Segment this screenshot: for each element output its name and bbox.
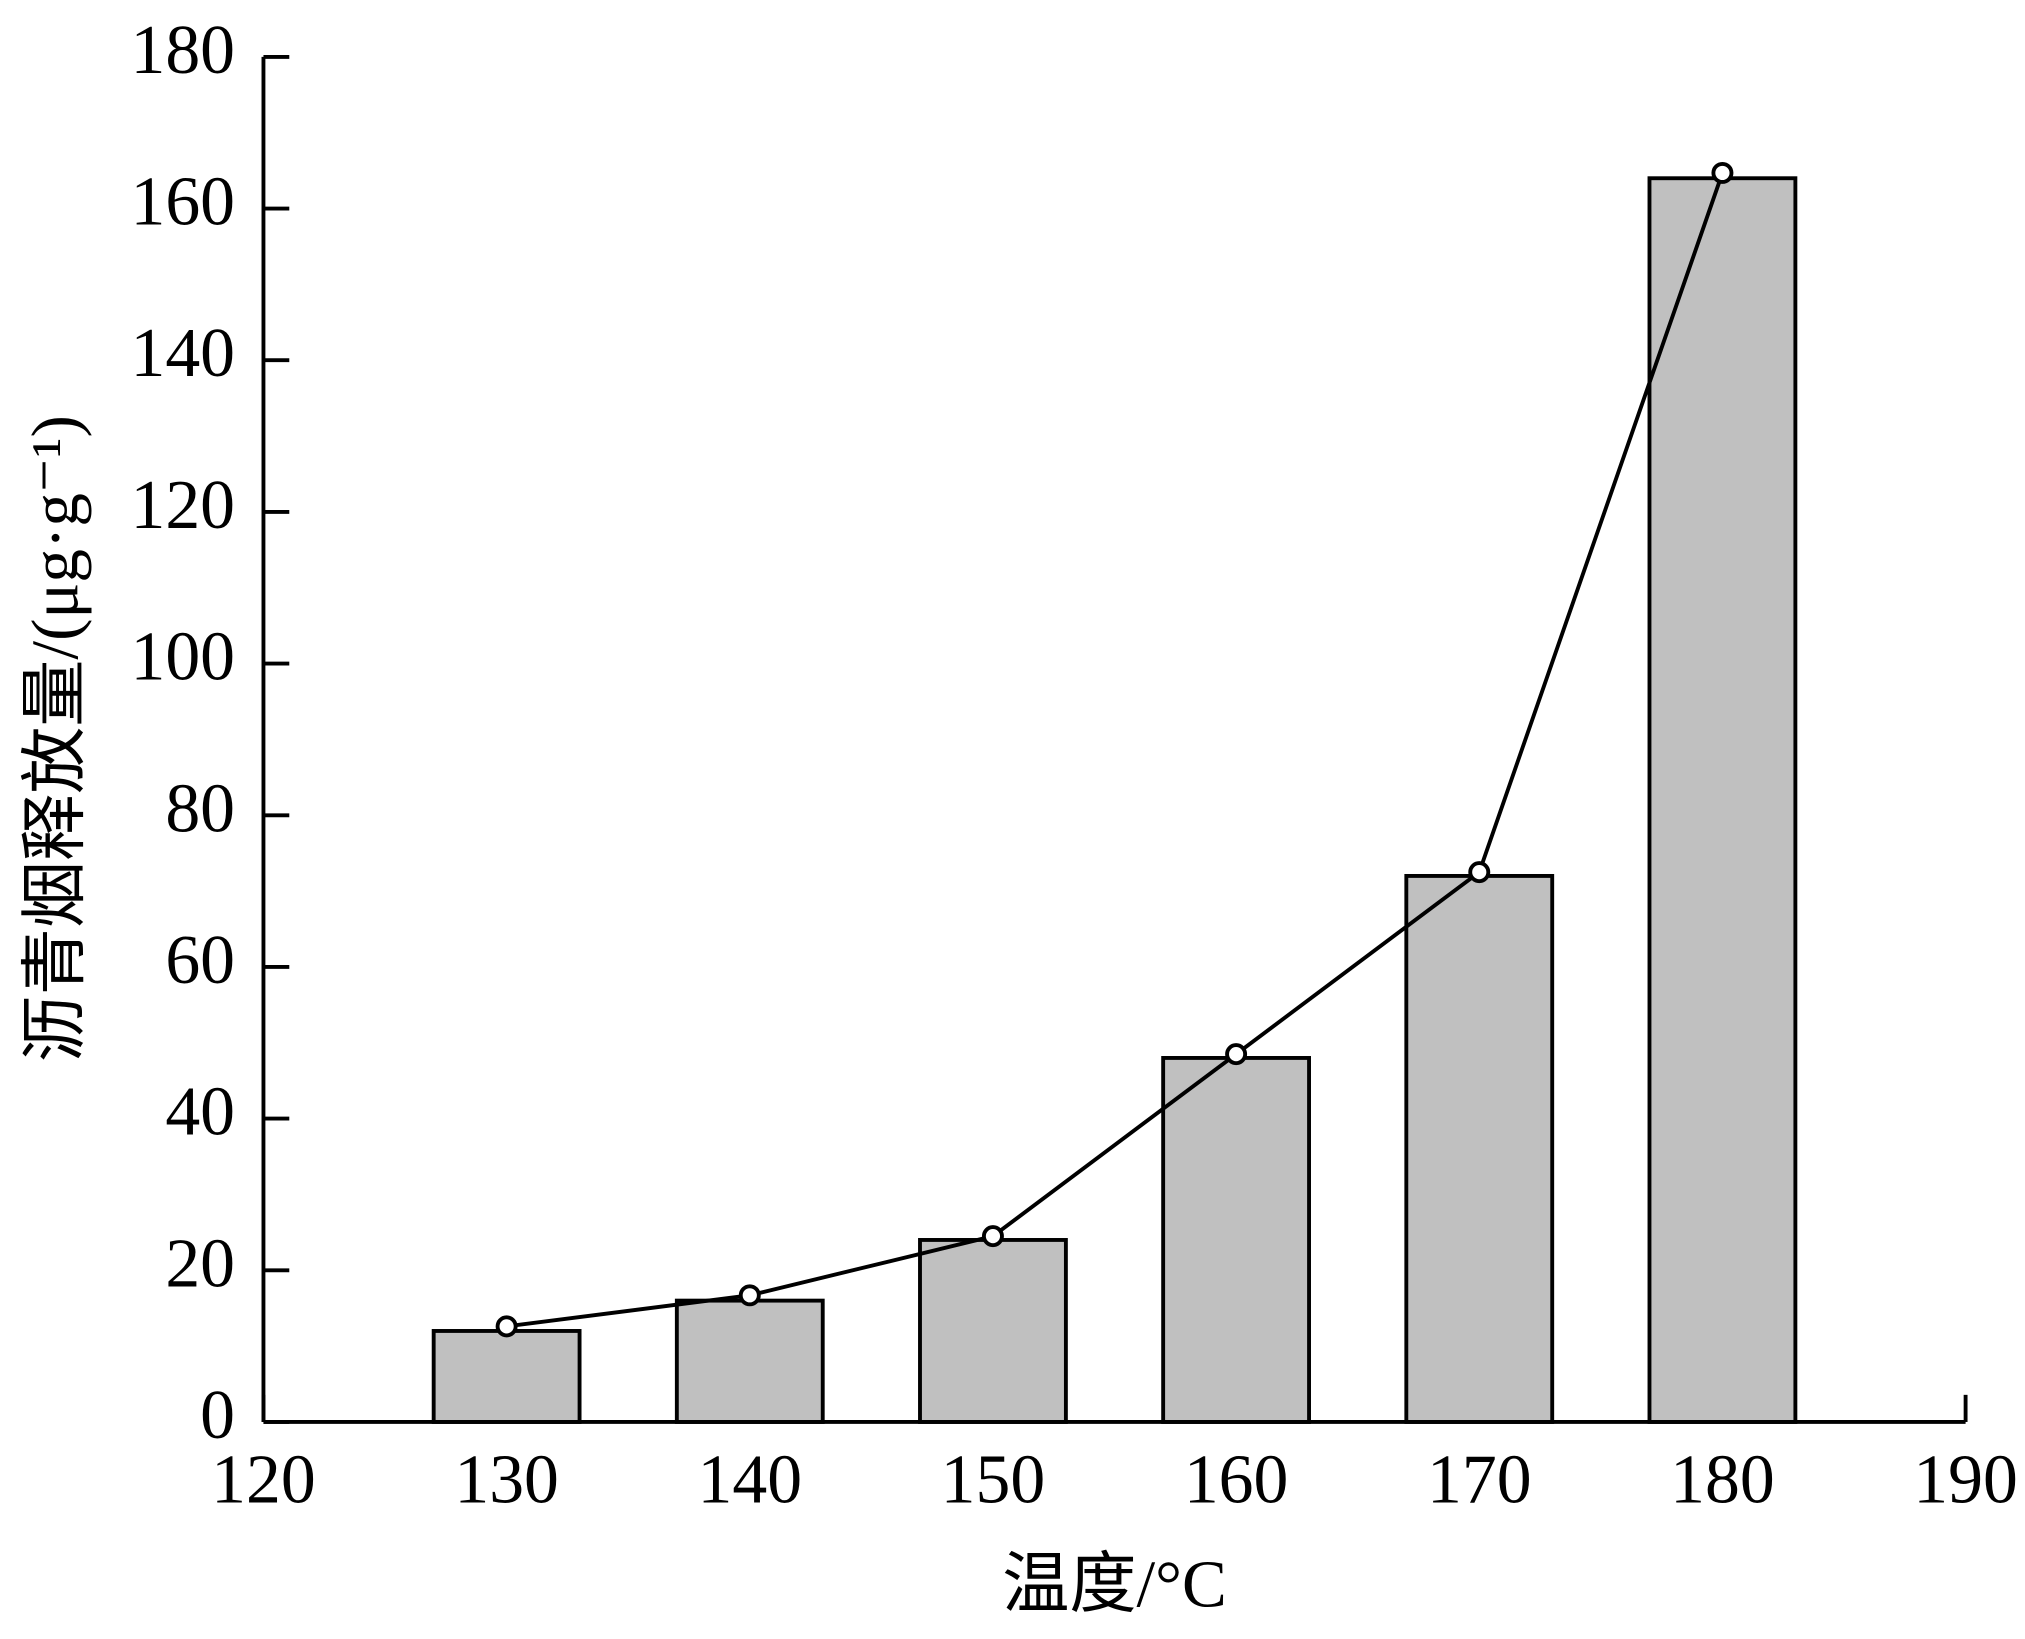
bar	[1647, 176, 1798, 1424]
marker	[495, 1315, 518, 1338]
y-tick-label: 40	[165, 1074, 235, 1151]
y-tick-label: 120	[130, 467, 235, 544]
x-tick-label: 150	[941, 1442, 1046, 1519]
x-tick-label: 180	[1670, 1442, 1775, 1519]
marker	[1225, 1043, 1248, 1066]
x-tick-label: 160	[1184, 1442, 1289, 1519]
y-tick-label: 180	[130, 12, 235, 89]
x-tick-label: 190	[1913, 1442, 2018, 1519]
x-tick-label: 170	[1427, 1442, 1532, 1519]
x-tick-label: 130	[454, 1442, 559, 1519]
y-tick-label: 20	[165, 1225, 235, 1302]
bar	[1404, 873, 1555, 1424]
bar	[431, 1329, 582, 1424]
marker	[1711, 161, 1734, 184]
x-axis-title: 温度/°C	[1002, 1547, 1227, 1622]
marker	[738, 1284, 761, 1307]
marker	[1468, 861, 1491, 884]
bar	[1161, 1056, 1311, 1424]
y-tick-label: 80	[165, 770, 235, 847]
bar	[674, 1298, 825, 1424]
line	[506, 172, 1725, 1329]
y-tick-label: 160	[130, 164, 235, 241]
y-axis-title: 沥青烟释放量/(μg·g⁻¹)	[17, 415, 92, 1062]
x-tick-label: 140	[697, 1442, 802, 1519]
marker	[981, 1225, 1004, 1248]
bar	[918, 1238, 1068, 1424]
y-tick-label: 0	[200, 1377, 235, 1454]
x-tick-label: 120	[211, 1442, 316, 1519]
y-tick-label: 100	[130, 619, 235, 696]
y-tick-label: 140	[130, 315, 235, 392]
y-tick-label: 60	[165, 922, 235, 999]
